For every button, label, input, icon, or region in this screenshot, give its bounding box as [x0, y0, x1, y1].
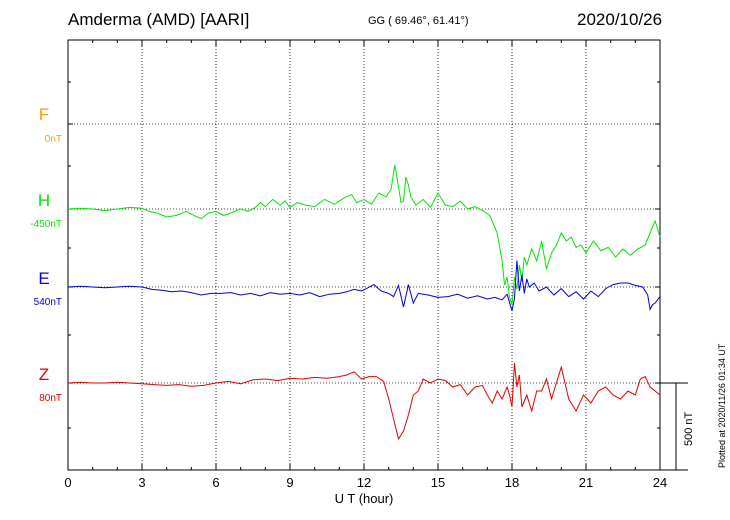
series-baseline-label-h: -450nT [30, 219, 62, 230]
series-line-e [67, 260, 661, 312]
series-name-h: H [38, 191, 50, 210]
scale-bar: 500 nT [660, 382, 695, 471]
plot-date: 2020/10/26 [577, 10, 663, 29]
series-name-e: E [38, 269, 49, 288]
x-tick-label: 3 [138, 475, 145, 490]
x-tick-label: 21 [579, 475, 593, 490]
series-name-z: Z [39, 365, 49, 384]
x-tick-label: 24 [653, 475, 667, 490]
x-tick-label: 0 [64, 475, 71, 490]
x-tick-label: 18 [505, 475, 519, 490]
x-tick-label: 12 [357, 475, 371, 490]
series-line-h [67, 164, 661, 306]
series-baseline-label-e: 540nT [34, 297, 62, 308]
x-tick-label: 6 [212, 475, 219, 490]
series-name-f: F [39, 105, 49, 124]
x-axis-ticks: 0 3 6 9 12 15 18 21 24 [64, 40, 667, 490]
series-line-z [67, 362, 661, 441]
x-tick-label: 15 [431, 475, 445, 490]
geo-coords: GG ( 69.46°, 61.41°) [368, 15, 469, 27]
scale-bar-label: 500 nT [683, 411, 695, 446]
grid [68, 40, 660, 470]
series-baseline-label-z: 80nT [39, 393, 62, 404]
x-tick-label: 9 [286, 475, 293, 490]
plot-frame [67, 39, 661, 471]
plotted-timestamp: Plotted at 2020/11/26 01:34 UT [717, 343, 727, 468]
series-lines: F 0nT H -450nT E 540nT Z 80nT [30, 105, 661, 441]
series-baseline-label-f: 0nT [45, 134, 62, 145]
x-axis-label: U T (hour) [335, 491, 394, 506]
station-title: Amderma (AMD) [AARI] [68, 10, 250, 29]
